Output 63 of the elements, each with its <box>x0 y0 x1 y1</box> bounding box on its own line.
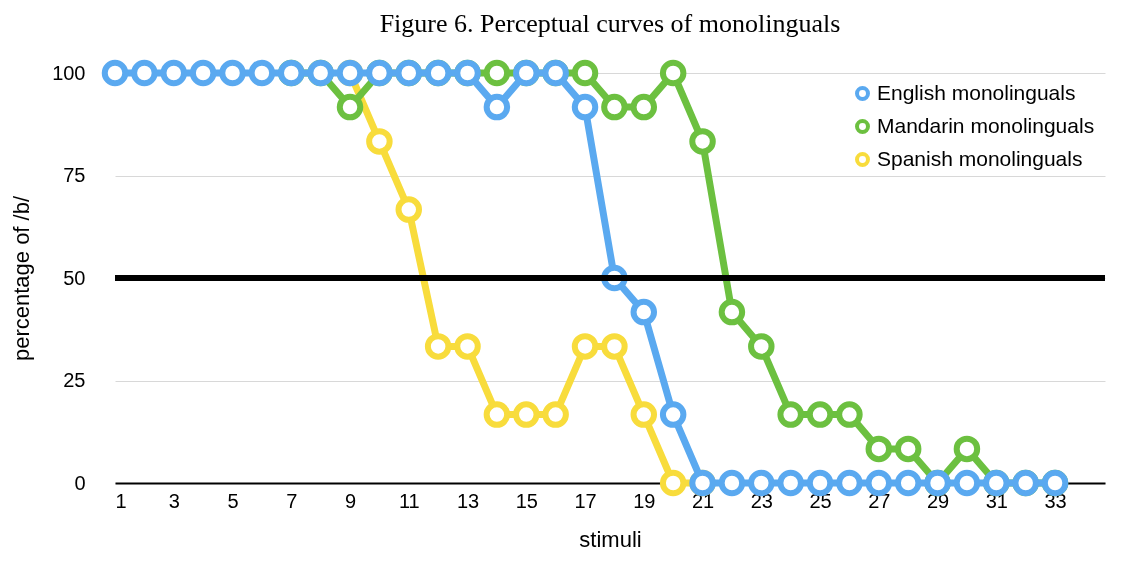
point <box>836 401 863 428</box>
legend-label: Mandarin monolinguals <box>877 113 1095 137</box>
point <box>630 401 658 428</box>
point <box>483 59 511 87</box>
point <box>953 469 981 497</box>
legend-label: Spanish monolinguals <box>877 146 1083 170</box>
point <box>454 333 481 360</box>
point <box>777 469 804 497</box>
point <box>395 196 423 223</box>
point <box>571 93 599 121</box>
y-tick-label: 50 <box>63 266 86 289</box>
point <box>483 401 511 428</box>
x-tick-label: 11 <box>398 489 420 512</box>
y-tick-label: 100 <box>52 61 86 84</box>
legend-label: English monolinguals <box>877 80 1076 104</box>
point <box>483 93 511 121</box>
point <box>836 469 863 497</box>
x-tick-label: 19 <box>633 489 656 512</box>
point <box>513 401 540 428</box>
point <box>865 435 893 463</box>
point <box>601 333 628 360</box>
point <box>219 59 246 87</box>
point <box>659 401 687 428</box>
x-tick-label: 3 <box>168 489 180 512</box>
x-tick-label: 9 <box>344 489 357 512</box>
y-tick-label: 0 <box>74 471 86 494</box>
x-tick-label: 1 <box>115 489 127 512</box>
point <box>131 59 158 87</box>
x-tick-label: 23 <box>750 489 773 512</box>
point <box>189 59 217 87</box>
point <box>689 128 716 155</box>
x-axis-title: stimuli <box>579 526 642 552</box>
point <box>160 59 187 87</box>
x-tick-label: 7 <box>286 489 298 512</box>
point <box>336 93 364 121</box>
point <box>571 333 599 360</box>
point <box>424 333 452 360</box>
x-tick-label: 13 <box>456 489 480 512</box>
point <box>953 435 981 463</box>
point <box>542 401 569 428</box>
point <box>630 298 658 326</box>
y-tick-label: 25 <box>63 369 86 391</box>
point <box>806 401 834 428</box>
point <box>659 469 687 497</box>
point <box>630 93 658 121</box>
x-tick-label: 15 <box>515 489 538 512</box>
point <box>248 59 276 87</box>
point <box>571 59 599 87</box>
point <box>894 469 922 497</box>
point <box>718 469 746 497</box>
point <box>748 333 775 360</box>
point <box>659 59 687 87</box>
y-tick-label: 75 <box>63 164 86 186</box>
x-tick-label: 17 <box>574 489 597 512</box>
point <box>601 93 628 121</box>
chart-title: Figure 6. Perceptual curves of monolinguals <box>379 8 841 38</box>
point <box>894 435 922 463</box>
point <box>366 128 393 155</box>
point <box>777 401 804 428</box>
x-tick-label: 5 <box>227 489 239 512</box>
point <box>718 298 746 326</box>
y-axis-title: percentage of /b/ <box>9 195 35 362</box>
point <box>101 59 129 87</box>
